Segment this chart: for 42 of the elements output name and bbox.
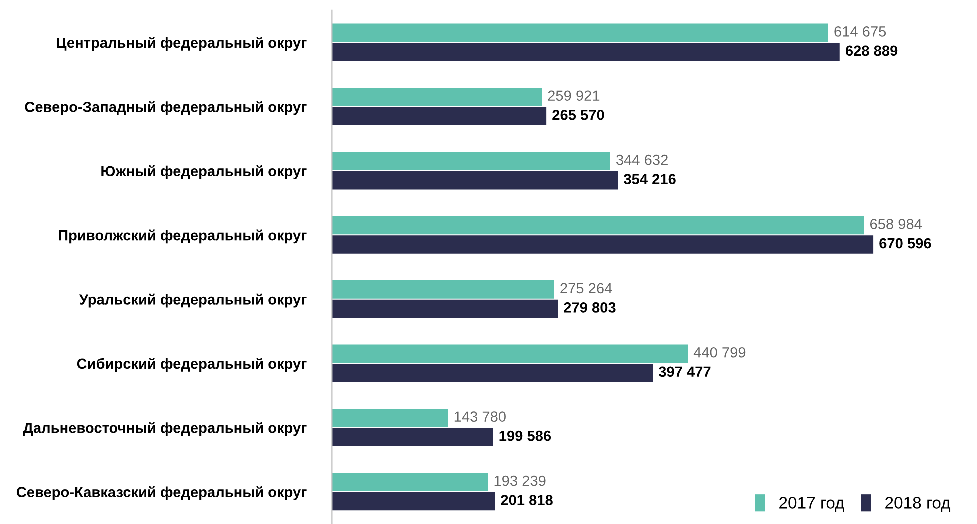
y-tick-label: Южный федеральный округ [102, 166, 307, 180]
data-label: 193 239 [494, 476, 546, 486]
data-label: 628 889 [846, 46, 898, 56]
y-tick-label: Приволжский федеральный округ [59, 230, 307, 244]
bar [332, 492, 496, 511]
bar [332, 88, 542, 106]
data-label: 199 586 [500, 430, 552, 442]
bar [332, 107, 547, 126]
data-label: 614 675 [834, 26, 886, 37]
bar [332, 364, 654, 382]
bar [332, 473, 488, 492]
data-label: 440 799 [694, 347, 746, 358]
data-label: 259 921 [548, 90, 600, 102]
data-label: 201 818 [501, 495, 553, 506]
bar [332, 43, 840, 62]
bar [332, 152, 610, 170]
bar [332, 171, 618, 190]
data-label: 354 216 [624, 174, 676, 185]
bar [332, 216, 864, 235]
data-label: 658 984 [870, 219, 922, 230]
data-label: 344 632 [616, 154, 668, 166]
data-label: 670 596 [880, 238, 932, 249]
bar [332, 236, 874, 254]
y-tick-label: Сибирский федеральный округ [77, 358, 307, 372]
data-label: 397 477 [658, 366, 711, 378]
data-label: 143 780 [454, 412, 506, 422]
bar [332, 280, 554, 299]
y-tick-label: Дальневосточный федеральный округ [23, 422, 307, 436]
legend-label: 2017 год [780, 497, 844, 512]
legend-label: 2018 год [886, 497, 951, 512]
bar [332, 428, 494, 446]
bar [332, 408, 448, 428]
bar [332, 24, 828, 42]
y-tick-label: Северо-Кавказский федеральный округ [16, 486, 307, 500]
bar [332, 300, 558, 318]
data-label: 265 570 [552, 110, 604, 120]
y-tick-label: Уральский федеральный округ [79, 294, 307, 308]
data-label: 279 803 [564, 302, 616, 313]
y-tick-label: Северо-Западный федеральный округ [25, 101, 307, 116]
y-tick-label: Центральный федеральный округ [57, 37, 307, 52]
data-label: 275 264 [560, 283, 612, 294]
bar [332, 344, 688, 364]
